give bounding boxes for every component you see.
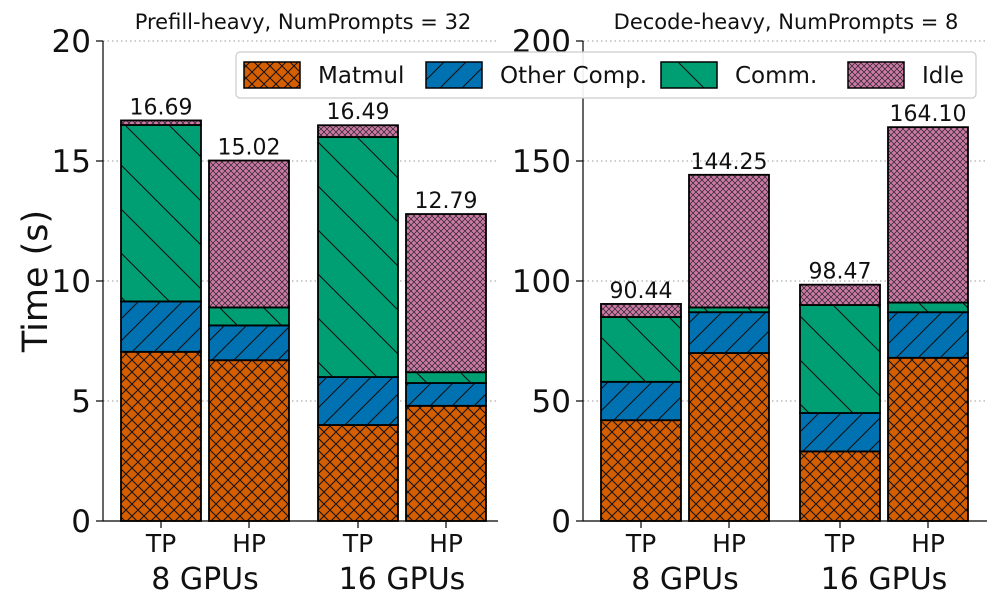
bar-segment-other-comp-tp xyxy=(600,380,682,422)
bar-segment-matmul-hp xyxy=(688,352,770,522)
bar-segment-matmul-hp xyxy=(887,356,969,522)
panel-title: Prefill-heavy, NumPrompts = 32 xyxy=(135,10,472,34)
legend: Matmul Other Comp. Comm. Idle xyxy=(235,51,977,99)
bar-segment-idle-hp xyxy=(887,126,969,304)
group-label: 16 GPUs xyxy=(821,562,948,597)
bar-segment-idle-tp xyxy=(317,124,399,138)
y-tick-label: 5 xyxy=(71,384,91,420)
y-tick-label: 50 xyxy=(532,384,571,420)
bar-segment-other-comp-tp xyxy=(799,412,881,453)
legend-swatch-comm xyxy=(660,61,718,89)
bar-segment-matmul-hp xyxy=(208,359,290,522)
legend-swatch-matmul xyxy=(243,61,301,89)
y-tick-label: 20 xyxy=(52,24,91,60)
bar-total-label: 15.02 xyxy=(218,136,281,161)
bar-segment-idle-hp xyxy=(208,159,290,309)
bar-segment-comm-tp xyxy=(120,124,202,303)
legend-label-matmul: Matmul xyxy=(318,63,404,89)
legend-label-comm: Comm. xyxy=(735,63,817,89)
bar-segment-other-comp-hp xyxy=(405,382,487,407)
bar-segment-comm-hp xyxy=(887,301,969,314)
bar-segment-other-comp-hp xyxy=(208,324,290,362)
bar-segment-comm-hp xyxy=(208,306,290,327)
y-tick-label: 100 xyxy=(512,264,571,300)
x-tick-label: TP xyxy=(824,529,855,558)
x-tick-label: TP xyxy=(625,529,656,558)
bar-total-label: 16.49 xyxy=(327,100,390,125)
bar-segment-idle-tp xyxy=(600,303,682,318)
bar-total-label: 98.47 xyxy=(809,260,872,285)
bar-segment-other-comp-tp xyxy=(317,376,399,426)
legend-box xyxy=(235,51,977,99)
x-tick-label: HP xyxy=(712,529,746,558)
y-tick-label: 15 xyxy=(52,144,91,180)
legend-label-idle: Idle xyxy=(922,63,964,89)
bar-segment-comm-hp xyxy=(405,371,487,384)
group-label: 8 GPUs xyxy=(151,562,259,597)
x-tick-label: TP xyxy=(145,529,176,558)
bar-total-label: 144.25 xyxy=(691,150,768,175)
bar-segment-matmul-hp xyxy=(405,404,487,522)
legend-label-other-comp: Other Comp. xyxy=(500,63,647,89)
bar-segment-idle-hp xyxy=(405,213,487,374)
group-label: 8 GPUs xyxy=(631,562,739,597)
bar-segment-idle-hp xyxy=(688,173,770,309)
bar-segment-matmul-tp xyxy=(317,424,399,522)
x-tick-label: HP xyxy=(429,529,463,558)
y-tick-label: 0 xyxy=(71,504,91,540)
bar-segment-matmul-tp xyxy=(120,350,202,522)
chart-panel-1: 0 5 10 15 20 Prefill-heavy, NumPrompts = 32 Ti… xyxy=(16,10,498,597)
bar-total-label: 12.79 xyxy=(415,189,478,214)
bar-segment-comm-tp xyxy=(600,316,682,383)
bar-segment-matmul-tp xyxy=(799,450,881,522)
bar-segment-idle-tp xyxy=(120,119,202,126)
bar-total-label: 16.69 xyxy=(130,95,193,120)
bar-segment-idle-tp xyxy=(799,283,881,306)
panel-title: Decode-heavy, NumPrompts = 8 xyxy=(614,10,959,34)
x-tick-label: HP xyxy=(911,529,945,558)
y-axis-label: Time (s) xyxy=(16,210,56,353)
bar-segment-matmul-tp xyxy=(600,419,682,522)
bar-segment-other-comp-tp xyxy=(120,300,202,353)
bar-segment-other-comp-hp xyxy=(887,311,969,359)
y-tick-label: 0 xyxy=(551,504,571,540)
legend-swatch-idle xyxy=(847,61,905,89)
bar-segment-comm-tp xyxy=(317,136,399,378)
bar-total-label: 90.44 xyxy=(610,279,673,304)
group-label: 16 GPUs xyxy=(339,562,466,597)
x-tick-label: TP xyxy=(342,529,373,558)
bar-segment-other-comp-hp xyxy=(688,311,770,354)
bar-segment-comm-tp xyxy=(799,304,881,414)
x-tick-label: HP xyxy=(232,529,266,558)
bar-total-label: 164.10 xyxy=(890,102,967,127)
y-tick-label: 150 xyxy=(512,144,571,180)
legend-swatch-other-comp xyxy=(425,61,483,89)
y-tick-label: 10 xyxy=(52,264,91,300)
